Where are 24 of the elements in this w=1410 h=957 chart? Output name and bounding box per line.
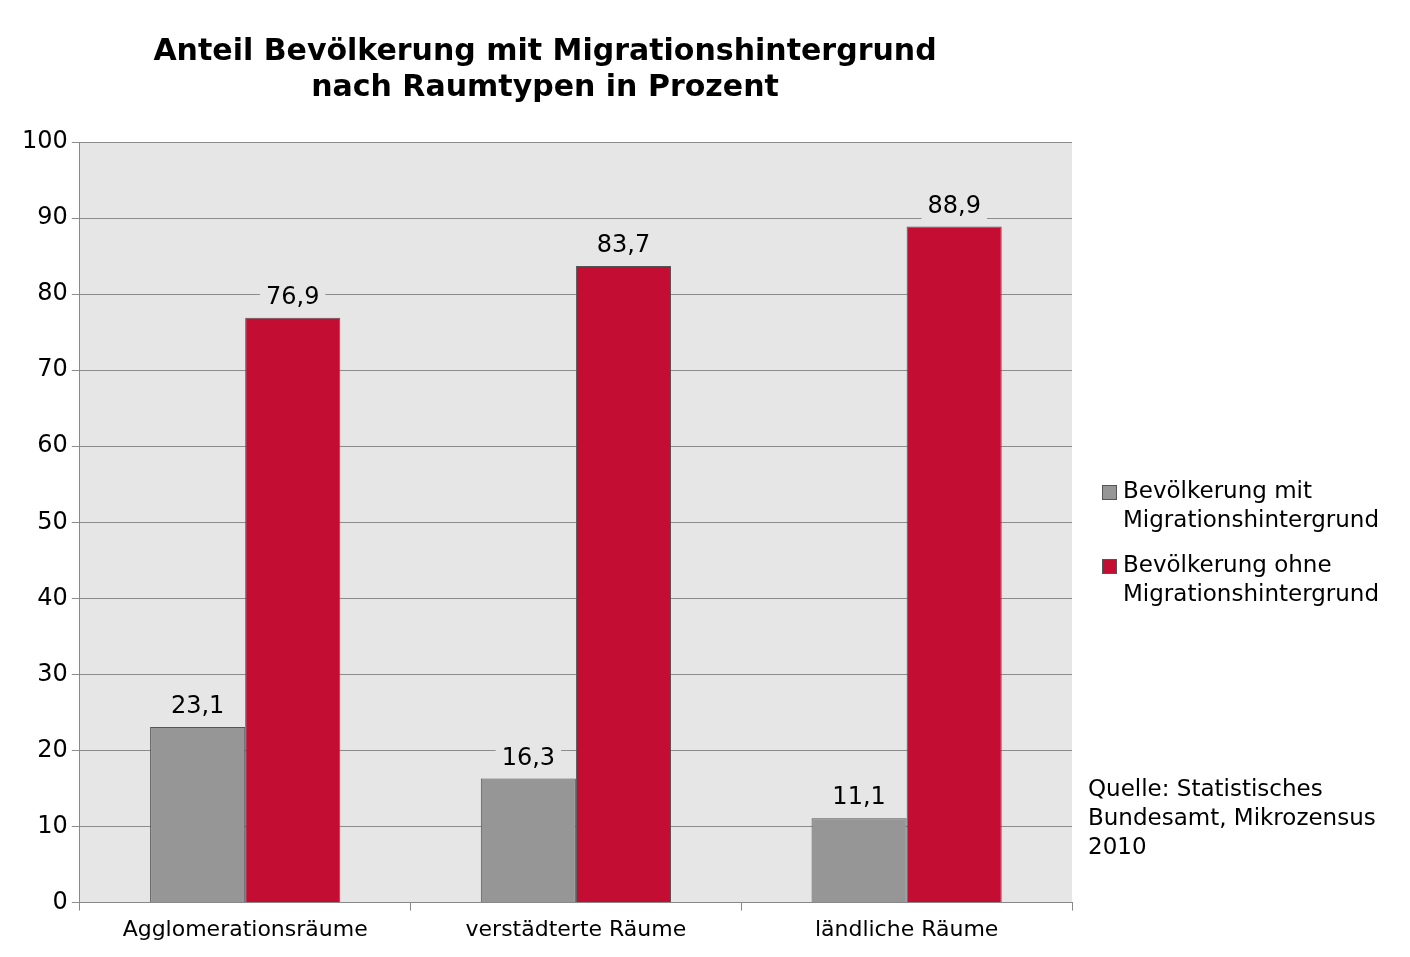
y-tick-label: 10	[37, 810, 68, 839]
source-note: Quelle: Statistisches Bundesamt, Mikrozensus 2010	[1088, 774, 1377, 861]
y-tick-label: 0	[52, 886, 68, 915]
y-tick-label: 20	[37, 734, 68, 763]
y-tick-label: 50	[37, 506, 68, 535]
y-tick-label: 90	[37, 202, 68, 231]
data-label: 83,7	[596, 230, 651, 259]
x-tick-label: verstädterte Räume	[465, 915, 687, 941]
data-label: 88,9	[927, 190, 981, 219]
y-tick-label: 60	[37, 430, 68, 459]
legend-label: Bevölkerung ohne Migrationshintergrund	[1123, 550, 1380, 608]
x-tick-label: Agglomerationsräume	[122, 915, 368, 941]
data-label: 11,1	[832, 782, 886, 811]
chart-title: Anteil Bevölkerung mit Migrationshintergrund nach Raumtypen in Prozent	[153, 31, 937, 103]
y-tick-label: 30	[37, 658, 68, 687]
y-tick-label: 40	[37, 582, 68, 611]
legend-label: Bevölkerung mit Migrationshintergrund	[1123, 476, 1380, 534]
x-tick-label: ländliche Räume	[814, 915, 999, 941]
y-tick-label: 100	[22, 126, 68, 155]
data-label: 76,9	[266, 281, 320, 310]
y-tick-label: 80	[37, 278, 68, 307]
data-label: 23,1	[170, 691, 225, 720]
y-tick-label: 70	[37, 354, 68, 383]
data-label: 16,3	[501, 742, 556, 771]
